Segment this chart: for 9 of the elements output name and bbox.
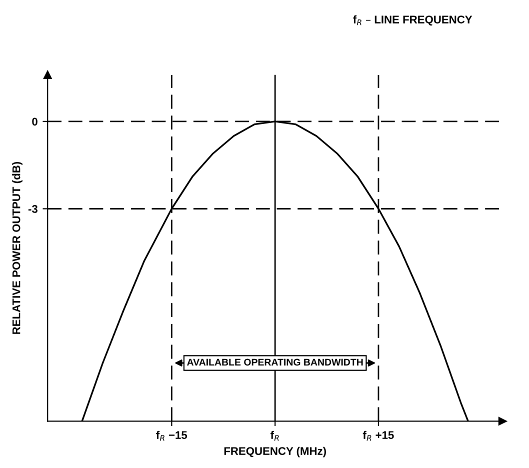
y-tick-label: 0 <box>32 118 38 126</box>
annotation: AVAILABLE OPERATING BANDWIDTH <box>187 358 363 366</box>
x-tick-label: f$_{R}$ +15 <box>362 430 394 441</box>
y-tick-label: -3 <box>28 205 38 213</box>
text: f$_{R}$ – LINE FREQUENCY <box>353 15 472 26</box>
x-tick-label: f$_{R}$ <box>270 430 279 441</box>
x-axis-title: FREQUENCY (MHz) <box>224 446 326 458</box>
y-axis-title: RELATIVE POWER OUTPUT (dB) <box>12 162 22 334</box>
x-tick-label: f$_{R}$ −15 <box>156 430 188 441</box>
